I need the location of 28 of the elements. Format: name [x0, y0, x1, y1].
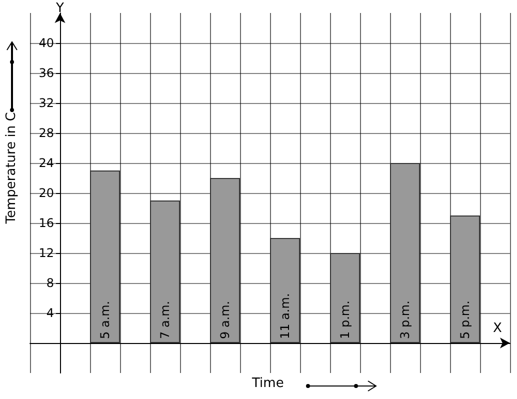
y-tick-label: 12 — [38, 246, 54, 260]
annotation: Y — [55, 1, 64, 16]
y-tick-label: 16 — [38, 216, 54, 230]
bar — [330, 253, 360, 343]
y-tick-label: 36 — [38, 66, 54, 80]
x-tick-label: 3 p.m. — [398, 300, 412, 339]
y-axis-title: Temperature in C — [4, 112, 19, 225]
y-tick-label: 20 — [38, 186, 54, 200]
x-tick-label: 11 a.m. — [278, 293, 292, 339]
x-tick-label: 1 p.m. — [338, 300, 352, 339]
bar — [270, 238, 300, 343]
annotation: X — [493, 321, 502, 336]
x-axis-title: Time — [251, 376, 284, 391]
y-tick-label: 24 — [38, 156, 54, 170]
y-tick-label: 4 — [46, 306, 54, 320]
y-tick-label: 32 — [38, 96, 54, 110]
x-tick-label: 7 a.m. — [158, 300, 172, 339]
bar — [450, 216, 480, 343]
bar — [390, 163, 420, 343]
bar — [210, 178, 240, 343]
y-tick-label: 40 — [38, 36, 54, 50]
x-tick-label: 5 a.m. — [98, 300, 112, 339]
bar — [150, 200, 180, 343]
x-tick-label: 5 p.m. — [458, 300, 472, 339]
x-tick-label: 9 a.m. — [218, 300, 232, 339]
y-tick-label: 8 — [46, 276, 54, 290]
bar — [90, 170, 120, 343]
y-tick-label: 28 — [38, 126, 54, 140]
